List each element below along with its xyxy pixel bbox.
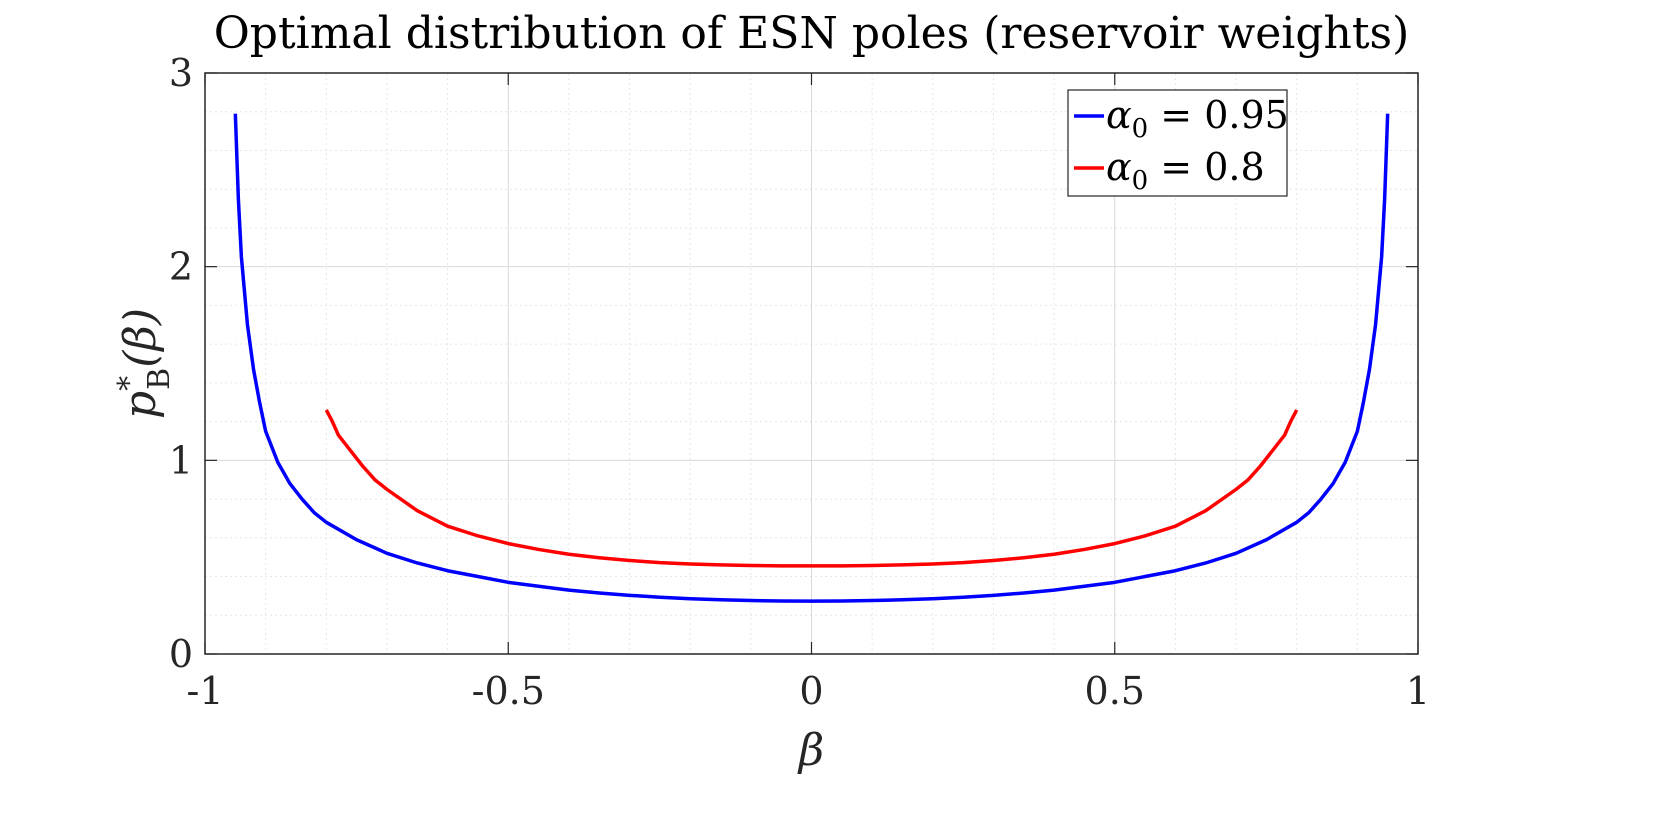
series-line-1	[324, 409, 1299, 568]
y-axis-label: p*B(β)	[112, 308, 177, 419]
major-grid	[205, 73, 1418, 654]
y-tick-label: 0	[169, 632, 193, 676]
x-tick-labels: -1 -0.5 0 0.5 1	[186, 669, 1430, 713]
y-tick-label: 2	[169, 245, 193, 289]
y-tick-label: 3	[169, 51, 193, 95]
tick-marks	[204, 72, 1419, 655]
legend-label-0: α0 = 0.95	[1106, 93, 1289, 144]
series-line-0	[233, 113, 1390, 603]
y-axis-label-arg: (β)	[115, 308, 166, 368]
chart-title: Optimal distribution of ESN poles (reser…	[214, 8, 1410, 59]
x-tick-label: 0	[799, 669, 823, 713]
legend-box	[1067, 89, 1288, 197]
x-axis-label: β	[797, 725, 824, 776]
x-tick-label: 1	[1406, 669, 1430, 713]
legend-label-1: α0 = 0.8	[1106, 145, 1265, 196]
plot-lines	[233, 113, 1390, 603]
x-tick-label: -1	[186, 669, 223, 713]
x-tick-label: -0.5	[472, 669, 545, 713]
y-tick-label: 1	[169, 438, 193, 482]
y-axis-label-sub: B	[142, 368, 177, 390]
x-tick-label: 0.5	[1085, 669, 1145, 713]
y-axis-label-base: p	[115, 391, 166, 419]
y-tick-labels: 0 1 2 3	[169, 51, 193, 676]
y-axis-label-sup: *	[112, 376, 147, 391]
